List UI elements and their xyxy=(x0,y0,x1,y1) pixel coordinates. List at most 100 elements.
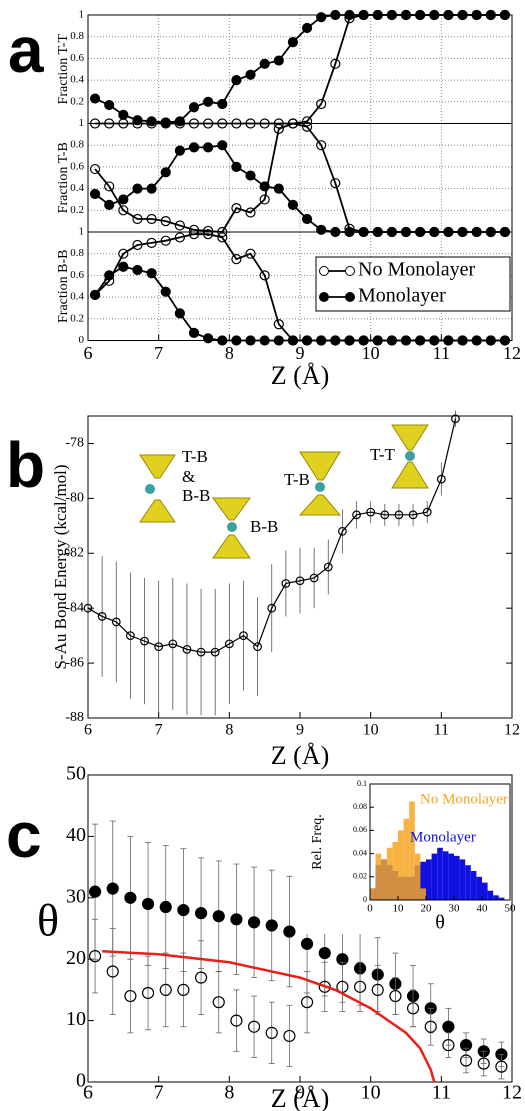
marker xyxy=(371,983,384,997)
marker xyxy=(106,965,119,978)
marker xyxy=(386,9,397,21)
marker xyxy=(111,617,121,627)
marker xyxy=(358,335,369,346)
marker xyxy=(212,910,225,923)
marker xyxy=(283,925,296,938)
x-tick-label: 10 xyxy=(363,722,379,739)
marker xyxy=(330,58,341,69)
marker xyxy=(159,983,172,997)
marker xyxy=(132,213,143,225)
marker xyxy=(168,639,178,649)
marker xyxy=(245,170,256,181)
marker xyxy=(273,55,284,66)
marker xyxy=(118,248,129,259)
y-tick-label: 0.8 xyxy=(70,139,84,151)
legend-marker xyxy=(345,266,355,276)
marker xyxy=(287,335,299,346)
marker xyxy=(203,229,214,240)
annotation: B-B xyxy=(182,486,210,505)
marker xyxy=(247,916,261,929)
marker xyxy=(245,248,256,259)
x-axis-label: Z (Å) xyxy=(271,1084,329,1111)
marker xyxy=(146,237,157,248)
marker xyxy=(141,986,155,1000)
marker xyxy=(300,996,314,1009)
panel-letter: b xyxy=(6,429,45,501)
marker xyxy=(160,286,171,297)
marker xyxy=(287,37,299,48)
y-tick-label: 0.4 xyxy=(70,74,84,86)
marker xyxy=(408,510,418,520)
x-tick-label: 9 xyxy=(296,722,304,739)
marker xyxy=(106,882,119,895)
marker xyxy=(89,163,101,175)
marker xyxy=(499,9,511,21)
histogram-bar xyxy=(470,871,477,900)
y-axis-label: Fraction B-B xyxy=(56,250,71,324)
marker xyxy=(352,510,361,520)
marker xyxy=(88,885,102,898)
marker xyxy=(459,1054,473,1067)
marker xyxy=(174,308,185,319)
marker xyxy=(300,937,314,950)
marker xyxy=(146,213,157,225)
marker xyxy=(259,181,270,192)
annotation: T-B xyxy=(182,447,208,466)
legend-label: Monolayer xyxy=(358,285,446,307)
marker xyxy=(194,907,208,920)
marker xyxy=(160,235,171,246)
y-tick-label: 0.6 xyxy=(70,160,84,172)
marker xyxy=(316,98,327,110)
marker xyxy=(485,335,496,346)
y-tick-label: 0 xyxy=(79,334,85,346)
inset-frame xyxy=(369,783,511,901)
marker xyxy=(245,335,256,346)
x-tick-label: 7 xyxy=(154,1082,164,1104)
y-tick-label: -84 xyxy=(65,600,84,615)
marker xyxy=(174,220,185,231)
marker xyxy=(239,631,248,641)
marker xyxy=(353,980,367,993)
x-tick-label: 10 xyxy=(393,903,405,915)
marker xyxy=(309,573,319,583)
histogram-bar xyxy=(426,859,432,900)
marker xyxy=(104,181,115,192)
marker xyxy=(451,414,460,424)
marker xyxy=(495,1060,508,1073)
y-tick-label: 0.8 xyxy=(70,247,84,259)
marker xyxy=(330,335,341,346)
y-tick-label: 40 xyxy=(66,824,86,846)
marker xyxy=(443,9,454,21)
marker xyxy=(188,327,200,339)
marker xyxy=(429,335,440,346)
marker xyxy=(477,1057,490,1070)
histogram-bar xyxy=(409,801,415,900)
marker xyxy=(231,161,242,172)
marker xyxy=(118,261,129,272)
marker xyxy=(188,102,200,113)
marker xyxy=(436,474,446,484)
marker xyxy=(203,225,214,237)
x-tick-label: 10 xyxy=(362,343,380,363)
x-tick-label: 9 xyxy=(296,343,305,363)
y-tick-label: 0.1 xyxy=(357,779,367,788)
y-tick-label: 0.4 xyxy=(70,182,84,194)
marker xyxy=(174,116,185,127)
histogram-bar xyxy=(420,888,426,900)
marker xyxy=(230,1014,243,1027)
y-tick-label: 50 xyxy=(66,763,86,785)
marker xyxy=(203,96,214,107)
marker xyxy=(146,116,157,127)
marker xyxy=(125,631,135,641)
marker xyxy=(358,9,369,21)
y-tick-label: -82 xyxy=(65,545,84,560)
y-axis-label: θ xyxy=(37,895,59,946)
marker xyxy=(231,203,242,214)
marker xyxy=(210,647,220,657)
y-tick-label: -86 xyxy=(65,655,84,670)
y-axis-label: S-Au Bond Energy (kcal/mol) xyxy=(51,464,70,669)
inset-y-label: Rel. Freq. xyxy=(310,814,325,870)
x-tick-label: 11 xyxy=(433,343,450,363)
x-tick-label: 8 xyxy=(224,1082,234,1104)
marker xyxy=(177,983,190,997)
